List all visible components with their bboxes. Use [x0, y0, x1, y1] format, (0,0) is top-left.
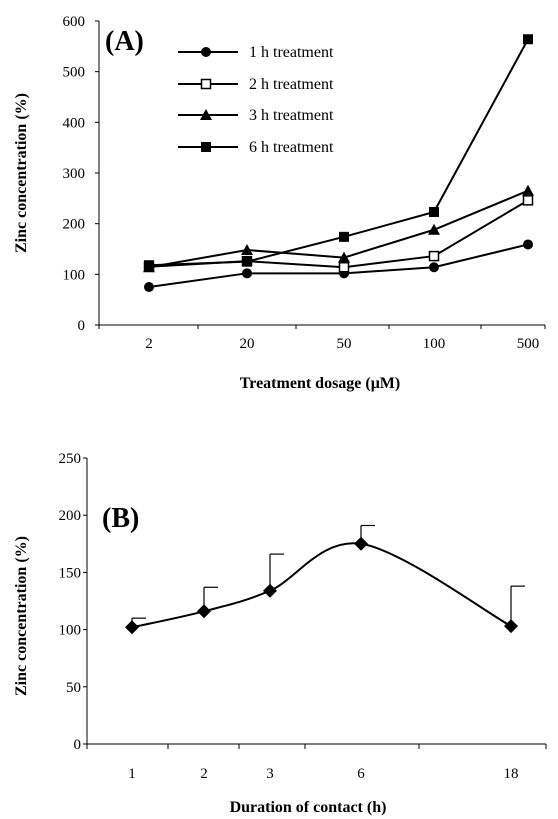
series-line	[148, 189, 529, 269]
data-point	[242, 256, 252, 267]
x-tick-label: 2	[145, 336, 153, 352]
y-tick-label: 0	[74, 737, 82, 753]
x-tick-label: 3	[266, 766, 274, 782]
data-point	[242, 268, 252, 279]
panel-label: (B)	[102, 503, 139, 534]
data-point	[263, 583, 277, 598]
legend-item: 3 h treatment	[178, 107, 334, 124]
error-bar	[269, 553, 284, 591]
legend-marker	[201, 142, 211, 152]
y-tick-label: 200	[63, 217, 86, 233]
y-tick-label: 400	[63, 115, 86, 131]
y-axis-title: Zinc concentration (%)	[13, 93, 30, 253]
chart-b: 0 50 100 150 200 250 1 2 3 6 18 Duration of contact…	[13, 451, 547, 816]
error-bar	[510, 585, 525, 627]
y-axis-title: Zinc concentration (%)	[13, 536, 30, 696]
x-tick-label: 6	[357, 766, 365, 782]
data-point	[429, 207, 439, 218]
y-tick-label: 500	[63, 65, 86, 81]
data-point	[241, 244, 253, 256]
x-tick-label: 1	[128, 766, 136, 782]
series-4	[144, 34, 533, 271]
y-tick-label: 250	[59, 451, 82, 467]
legend-marker	[201, 47, 211, 57]
x-tick-label: 18	[504, 766, 519, 782]
legend-item: 2 h treatment	[178, 76, 334, 93]
data-point	[522, 184, 534, 196]
x-axis-title: Duration of contact (h)	[230, 799, 387, 816]
x-tick-label: 500	[517, 336, 540, 352]
legend-marker	[200, 78, 212, 90]
legend-item: 1 h treatment	[178, 44, 334, 61]
data-point	[144, 282, 154, 292]
data-point	[144, 260, 154, 271]
panel-label: (A)	[105, 26, 144, 57]
data-point	[428, 250, 440, 262]
y-tick-label: 0	[78, 318, 86, 334]
y-tick-label: 150	[59, 565, 82, 581]
data-point	[523, 239, 533, 250]
y-tick-label: 100	[59, 623, 82, 639]
y-tick-label: 300	[63, 166, 86, 182]
legend-label: 1 h treatment	[249, 44, 334, 61]
series-line	[131, 542, 512, 629]
x-tick-label: 20	[240, 336, 255, 352]
data-point	[523, 34, 533, 45]
legend: 1 h treatment 2 h treatment 3 h treatment 6…	[178, 44, 334, 156]
legend-item: 6 h treatment	[178, 139, 334, 156]
series-1	[144, 239, 533, 292]
legend-marker	[200, 109, 212, 120]
series-3	[143, 184, 534, 273]
series-line	[148, 243, 529, 288]
y-tick-label: 200	[59, 508, 82, 524]
data-point	[338, 261, 350, 273]
legend-label: 2 h treatment	[249, 76, 334, 93]
chart-a: 0 100 200 300 400 500 600 2 20 50 100 500 Treatment …	[13, 14, 546, 392]
x-tick-label: 2	[200, 766, 208, 782]
data-point	[522, 195, 534, 206]
data-point	[504, 619, 518, 634]
data-point	[429, 262, 439, 273]
legend-label: 3 h treatment	[249, 107, 334, 124]
x-tick-label: 50	[337, 336, 352, 352]
y-tick-label: 600	[63, 14, 86, 30]
legend-label: 6 h treatment	[249, 139, 334, 156]
x-tick-label: 100	[423, 336, 446, 352]
y-tick-label: 50	[66, 680, 81, 696]
y-tick-label: 100	[63, 267, 86, 283]
data-point	[354, 536, 368, 551]
data-point	[197, 604, 211, 619]
data-point	[125, 620, 139, 635]
series-line	[148, 38, 529, 267]
data-point	[339, 231, 349, 242]
x-axis-title: Treatment dosage (μM)	[240, 375, 400, 392]
series-2	[143, 195, 534, 273]
data-point	[428, 223, 440, 235]
data-point	[338, 251, 350, 263]
